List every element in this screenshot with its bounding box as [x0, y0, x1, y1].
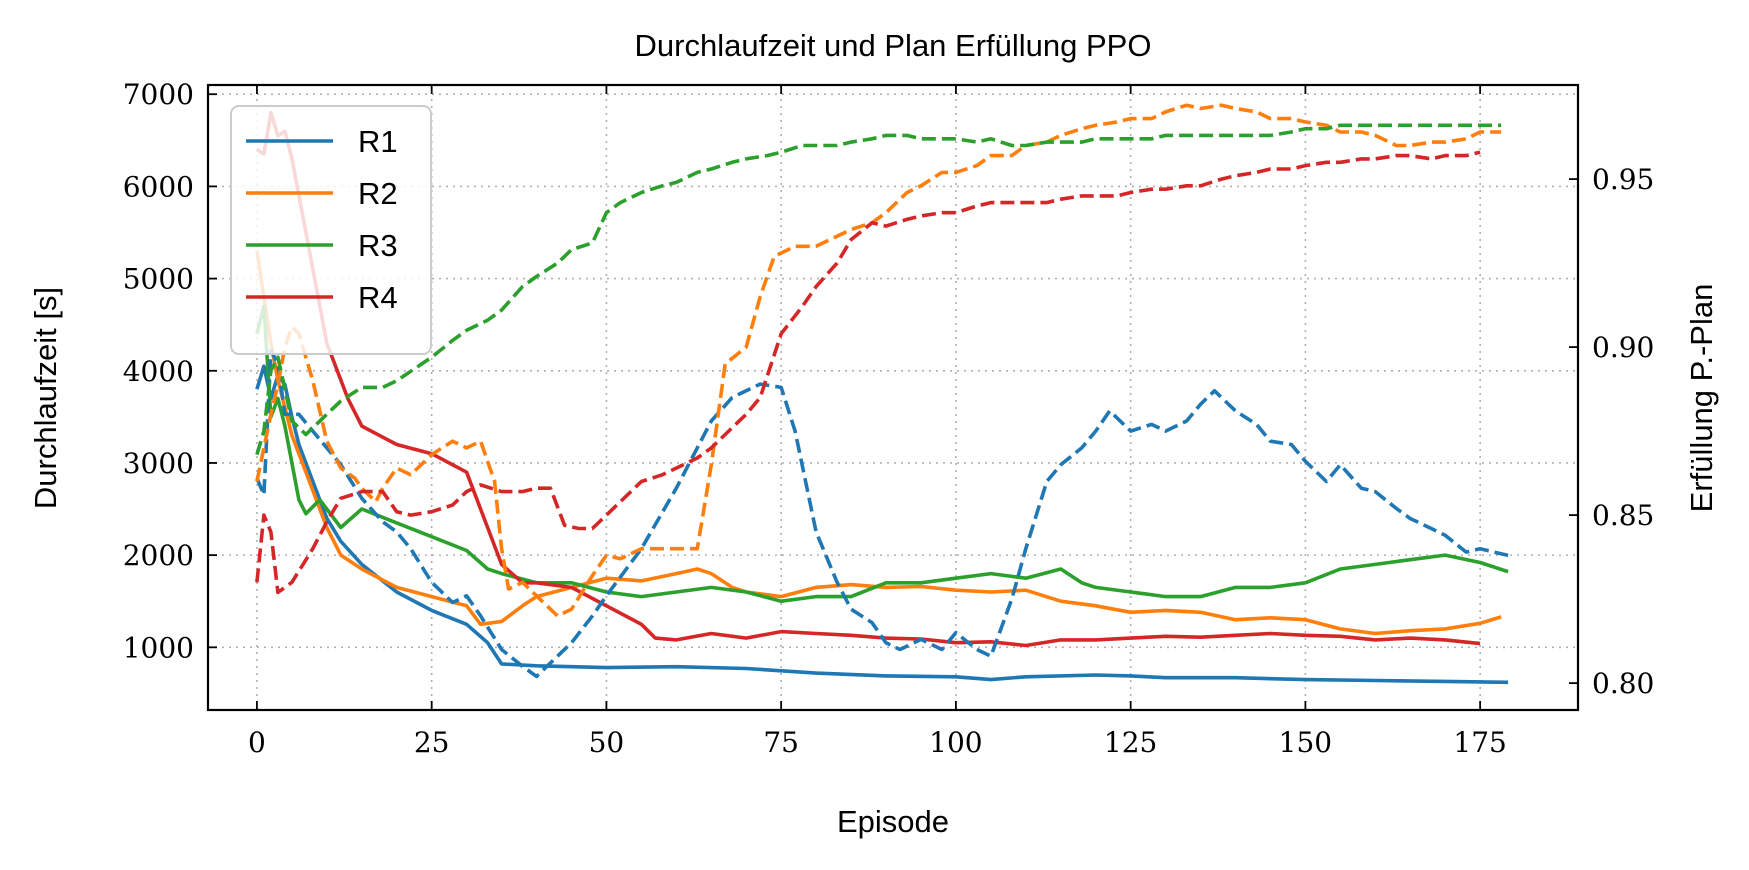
gridlines: [208, 85, 1578, 710]
y2-tick-label: 0.95: [1592, 163, 1654, 196]
y-tick-label: 6000: [123, 170, 194, 203]
legend-label-r1: R1: [358, 124, 398, 159]
y-tick-label: 5000: [123, 263, 194, 296]
x-tick-label: 150: [1279, 726, 1332, 759]
y2-tick-label: 0.85: [1592, 499, 1654, 532]
series-line-r1-durchlaufzeit: [255, 364, 1509, 685]
y2-axis-label: Erfüllung P.-Plan: [1684, 284, 1719, 513]
y-tick-label: 3000: [123, 447, 194, 480]
x-tick-label: 0: [248, 726, 266, 759]
x-tick-label: 125: [1104, 726, 1157, 759]
y2-tick-label: 0.90: [1592, 331, 1654, 364]
y-tick-label: 1000: [123, 631, 194, 664]
series-line-r1-plan: [255, 348, 1509, 679]
x-tick-label: 25: [414, 726, 450, 759]
legend-label-r4: R4: [358, 280, 398, 315]
x-axis-ticks: 0 25 50 75 100 125 150 175: [248, 85, 1507, 759]
chart-title: Durchlaufzeit und Plan Erfüllung PPO: [635, 28, 1152, 63]
x-tick-label: 100: [929, 726, 982, 759]
y-axis-ticks: 1000 2000 3000 4000 5000 6000 7000: [123, 78, 217, 664]
y-tick-label: 2000: [123, 539, 194, 572]
x-tick-label: 175: [1453, 726, 1506, 759]
series-line-r2-plan: [255, 103, 1502, 618]
legend-label-r3: R3: [358, 228, 398, 263]
series-layer: [255, 103, 1509, 685]
legend-items: R1 R2 R3 R4: [246, 124, 398, 315]
y-tick-label: 7000: [123, 78, 194, 111]
y-tick-label: 4000: [123, 355, 194, 388]
y2-tick-label: 0.80: [1592, 667, 1654, 700]
legend-box: [230, 105, 432, 355]
series-line-r3-durchlaufzeit: [255, 304, 1509, 603]
y-axis-label: Durchlaufzeit [s]: [28, 287, 63, 509]
y2-axis-ticks: 0.80 0.85 0.90 0.95: [1569, 163, 1654, 700]
x-tick-label: 50: [589, 726, 625, 759]
series-line-r3-plan: [255, 123, 1502, 456]
series-line-r4-plan: [255, 150, 1481, 595]
plot-frame: [206, 83, 1580, 712]
x-tick-label: 75: [763, 726, 799, 759]
x-axis-label: Episode: [837, 804, 949, 839]
series-line-r4-durchlaufzeit: [255, 110, 1481, 648]
legend-label-r2: R2: [358, 176, 398, 211]
legend: R1 R2 R3 R4: [230, 105, 432, 355]
